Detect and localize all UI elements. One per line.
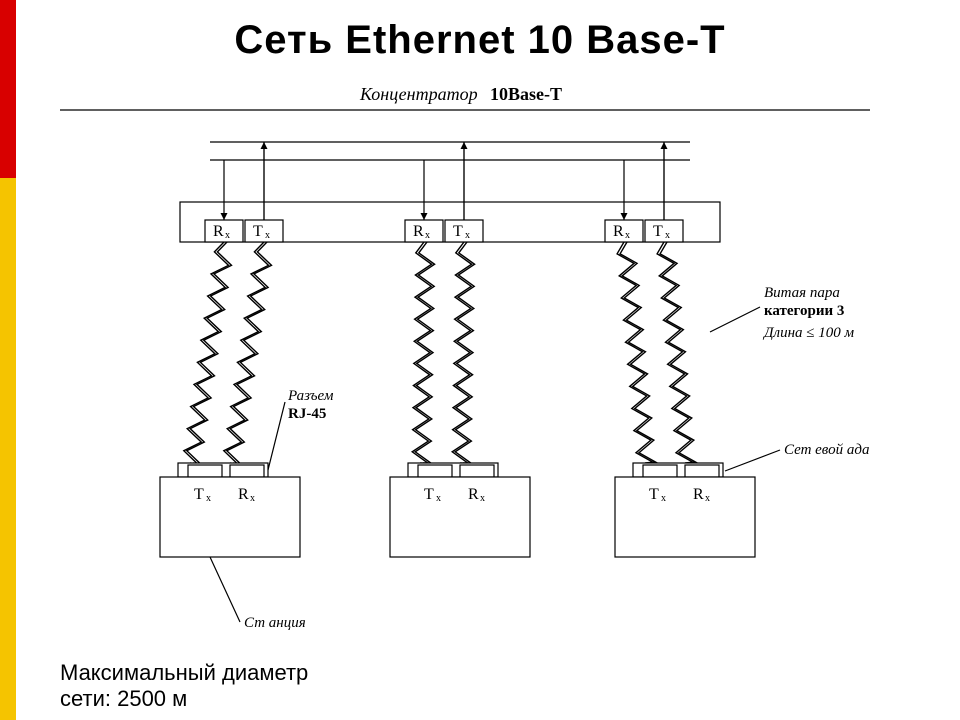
svg-text:x: x: [465, 230, 470, 241]
svg-text:x: x: [425, 230, 430, 241]
svg-text:Разъем: Разъем: [287, 388, 334, 404]
accent-yellow: [0, 178, 16, 720]
svg-text:T: T: [424, 486, 434, 503]
svg-text:T: T: [253, 223, 263, 240]
svg-text:R: R: [238, 486, 249, 503]
svg-text:x: x: [705, 493, 710, 504]
svg-text:x: x: [436, 493, 441, 504]
svg-text:Сет евой адапт ер: Сет евой адапт ер: [784, 442, 870, 458]
svg-text:T: T: [453, 223, 463, 240]
svg-text:Ст анция: Ст анция: [244, 615, 306, 631]
svg-text:T: T: [649, 486, 659, 503]
svg-text:R: R: [213, 223, 224, 240]
svg-text:T: T: [653, 223, 663, 240]
svg-text:x: x: [265, 230, 270, 241]
diagram: Концентратор10Base-TRxTxRxTxRxTxTxRxTxRx…: [60, 82, 870, 642]
svg-text:x: x: [661, 493, 666, 504]
svg-text:R: R: [468, 486, 479, 503]
svg-text:R: R: [693, 486, 704, 503]
svg-text:x: x: [625, 230, 630, 241]
svg-text:10Base-T: 10Base-T: [490, 84, 562, 104]
svg-text:категории 3: категории 3: [764, 303, 844, 319]
svg-text:x: x: [250, 493, 255, 504]
svg-text:x: x: [225, 230, 230, 241]
svg-text:R: R: [613, 223, 624, 240]
svg-text:x: x: [665, 230, 670, 241]
svg-text:R: R: [413, 223, 424, 240]
svg-text:x: x: [480, 493, 485, 504]
svg-text:Витая пара: Витая пара: [764, 285, 840, 301]
footer-line1: Максимальный диаметрсети: 2500 м: [60, 660, 308, 711]
svg-root: Концентратор10Base-TRxTxRxTxRxTxTxRxTxRx…: [60, 84, 870, 631]
svg-text:RJ-45: RJ-45: [288, 406, 326, 422]
svg-text:T: T: [194, 486, 204, 503]
page-title: Сеть Ethernet 10 Base-T: [0, 18, 960, 63]
svg-text:Концентратор: Концентратор: [359, 84, 478, 104]
footer-caption: Максимальный диаметрсети: 2500 м: [60, 660, 308, 712]
svg-text:Длина ≤ 100 м: Длина ≤ 100 м: [762, 325, 855, 341]
svg-text:x: x: [206, 493, 211, 504]
